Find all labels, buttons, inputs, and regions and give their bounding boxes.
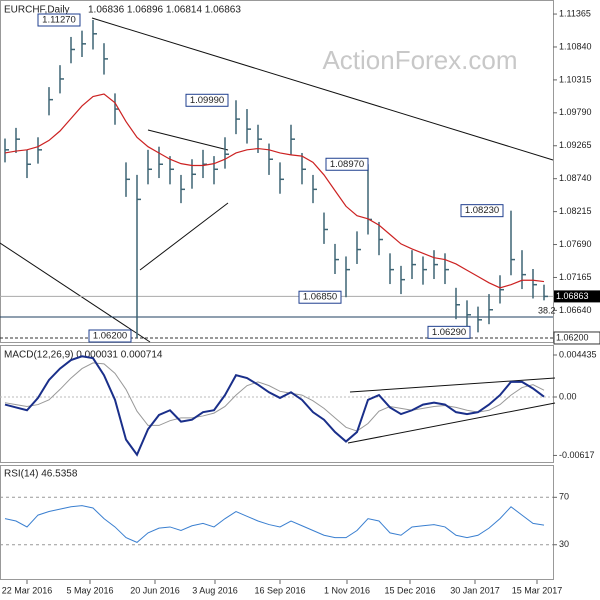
trendline — [139, 202, 229, 271]
line — [4, 362, 545, 432]
x-tick-label: 20 Jun 2016 — [130, 585, 180, 595]
price-box — [554, 290, 600, 303]
price-label: 1.06863 — [556, 291, 589, 301]
annotation-box — [88, 329, 132, 343]
y-tick-label: 1.07165 — [559, 272, 592, 282]
trendline — [147, 129, 229, 151]
annotation-box — [460, 204, 504, 218]
annotation-label: 1.06290 — [432, 327, 466, 338]
y-tick-label: -0.00617 — [559, 450, 595, 460]
line — [4, 355, 545, 457]
y-tick-label: 1.09265 — [559, 140, 592, 150]
y-tick-label: 1.11365 — [559, 8, 591, 18]
x-tick-label: 15 Mar 2017 — [512, 585, 563, 595]
annotation-label: 1.11270 — [42, 15, 76, 26]
x-tick-label: 16 Sep 2016 — [254, 585, 305, 595]
price-box — [553, 331, 600, 345]
x-tick-label: 22 Mar 2016 — [2, 585, 53, 595]
annotation-label: 1.08230 — [465, 205, 499, 216]
watermark: ActionForex.com — [322, 45, 517, 75]
x-tick-label: 15 Dec 2016 — [384, 585, 435, 595]
x-tick-label: 5 May 2016 — [66, 585, 113, 595]
trendline — [349, 377, 556, 393]
line — [4, 505, 545, 543]
annotation-box — [325, 157, 369, 171]
chart-title: EURCHF,Daily — [4, 5, 70, 16]
annotation-label: 1.06200 — [93, 331, 127, 342]
y-tick-label: 1.10840 — [559, 41, 592, 51]
annotation-label: 1.08970 — [330, 159, 364, 170]
annotation-box — [298, 290, 342, 304]
line — [4, 93, 545, 289]
annotation-box — [427, 325, 471, 339]
x-tick-label: 1 Nov 2016 — [324, 585, 370, 595]
fib-label: 38.2 — [538, 305, 556, 315]
y-tick-label: 1.09790 — [559, 107, 592, 117]
macd-title: MACD(12,26,9) 0.000031 0.000714 — [4, 350, 163, 361]
y-tick-label: 1.07690 — [559, 239, 592, 249]
rsi-panel — [0, 465, 554, 580]
macd-panel — [0, 345, 554, 463]
y-tick-label: 0.00 — [559, 391, 577, 401]
y-tick-label: 1.06640 — [559, 305, 592, 315]
trendline — [91, 17, 554, 161]
y-tick-label: 0.004435 — [559, 349, 597, 359]
annotation-box — [37, 13, 81, 27]
annotation-box — [185, 93, 229, 107]
trendline — [0, 242, 151, 343]
y-tick-label: 1.10315 — [559, 74, 592, 84]
y-tick-label: 30 — [559, 539, 569, 549]
price-label: 1.06200 — [556, 332, 589, 342]
trendline — [347, 402, 556, 444]
x-tick-label: 30 Jan 2017 — [450, 585, 500, 595]
y-tick-label: 70 — [559, 492, 569, 502]
y-tick-label: 1.08740 — [559, 173, 592, 183]
rsi-title: RSI(14) 46.5358 — [4, 469, 78, 480]
x-tick-label: 3 Aug 2016 — [192, 585, 238, 595]
y-tick-label: 1.08215 — [559, 206, 592, 216]
annotation-label: 1.06850 — [303, 292, 337, 303]
annotation-label: 1.09990 — [190, 95, 224, 106]
price-panel — [0, 0, 554, 343]
header: 1.06836 1.06896 1.06814 1.06863 — [88, 5, 241, 16]
